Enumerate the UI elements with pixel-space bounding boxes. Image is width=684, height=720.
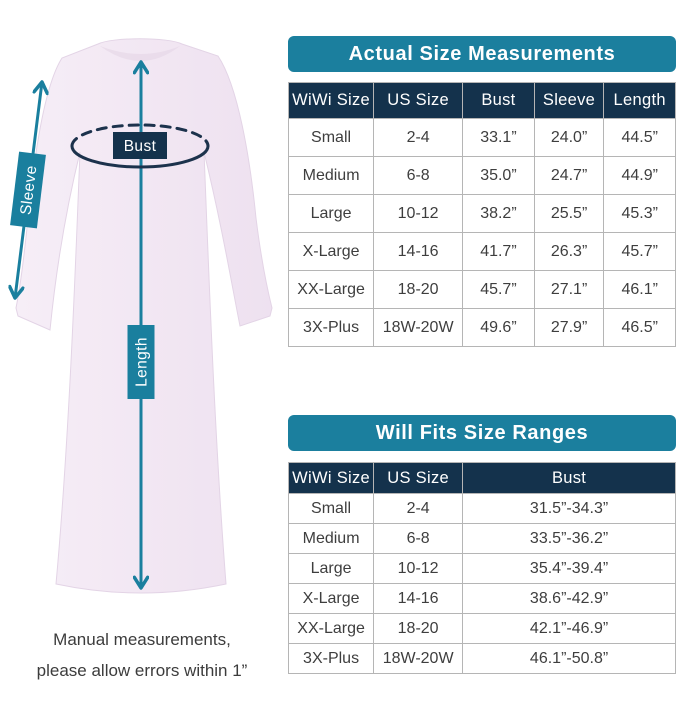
table-cell: 44.5” — [603, 118, 676, 157]
length-label: Length — [127, 325, 155, 399]
table-cell: 3X-Plus — [287, 308, 375, 347]
table-cell: 3X-Plus — [287, 643, 375, 674]
table-cell: 18W-20W — [373, 643, 464, 674]
table-cell: 27.9” — [533, 308, 605, 347]
table-cell: 33.1” — [462, 118, 535, 157]
table-cell: XX-Large — [287, 270, 375, 309]
actual-size-header-row: WiWi Size US Size Bust Sleeve Length — [287, 82, 676, 119]
neckline — [100, 46, 180, 61]
column-header: Bust — [462, 82, 535, 119]
measurement-note-line2: please allow errors within 1” — [36, 661, 248, 680]
table-cell: 18-20 — [373, 270, 464, 309]
nightgown-image — [15, 38, 273, 594]
column-header: Length — [603, 82, 676, 119]
column-header: WiWi Size — [287, 462, 375, 494]
table-row: 3X-Plus 18W-20W 46.1”-50.8” — [287, 643, 676, 674]
will-fit-body: Small 2-4 31.5”-34.3” Medium 6-8 33.5”-36.2” L… — [287, 493, 676, 674]
table-cell: Medium — [287, 523, 375, 554]
table-cell: Small — [287, 493, 375, 524]
table-cell: 26.3” — [533, 232, 605, 271]
table-cell: 44.9” — [603, 156, 676, 195]
table-cell: 38.2” — [462, 194, 535, 233]
table-cell: 35.0” — [462, 156, 535, 195]
actual-size-body: Small 2-4 33.1” 24.0” 44.5” Medium 6-8 35.0” 24.… — [287, 118, 676, 347]
svg-text:Length: Length — [134, 337, 151, 387]
table-row: XX-Large 18-20 45.7” 27.1” 46.1” — [287, 270, 676, 309]
table-cell: 45.7” — [603, 232, 676, 271]
actual-size-title: Actual Size Measurements — [288, 36, 676, 72]
column-header: US Size — [373, 82, 464, 119]
table-row: 3X-Plus 18W-20W 49.6” 27.9” 46.5” — [287, 308, 676, 347]
table-cell: 14-16 — [373, 232, 464, 271]
sleeve-label: Sleeve — [10, 151, 46, 229]
actual-size-table: WiWi Size US Size Bust Sleeve Length Small 2-… — [287, 82, 676, 347]
table-cell: Medium — [287, 156, 375, 195]
table-cell: 6-8 — [373, 523, 464, 554]
will-fit-table: WiWi Size US Size Bust Small 2-4 31.5”-34.3”… — [287, 462, 676, 674]
table-cell: 45.7” — [462, 270, 535, 309]
product-diagram: Bust Sleeve Length — [0, 38, 273, 594]
table-cell: 2-4 — [373, 118, 464, 157]
table-cell: 35.4”-39.4” — [462, 553, 676, 584]
table-cell: 38.6”-42.9” — [462, 583, 676, 614]
will-fit-title: Will Fits Size Ranges — [288, 415, 676, 451]
table-cell: 10-12 — [373, 194, 464, 233]
table-row: XX-Large 18-20 42.1”-46.9” — [287, 613, 676, 644]
table-row: X-Large 14-16 38.6”-42.9” — [287, 583, 676, 614]
bust-label: Bust — [113, 132, 167, 159]
table-row: Large 10-12 38.2” 25.5” 45.3” — [287, 194, 676, 233]
table-row: Small 2-4 31.5”-34.3” — [287, 493, 676, 524]
measurement-note: Manual measurements, please allow errors… — [0, 624, 284, 686]
table-cell: X-Large — [287, 583, 375, 614]
table-cell: 46.1”-50.8” — [462, 643, 676, 674]
table-cell: 6-8 — [373, 156, 464, 195]
table-row: Medium 6-8 33.5”-36.2” — [287, 523, 676, 554]
table-row: X-Large 14-16 41.7” 26.3” 45.7” — [287, 232, 676, 271]
column-header: Sleeve — [533, 82, 605, 119]
will-fit-header-row: WiWi Size US Size Bust — [287, 462, 676, 494]
table-row: Small 2-4 33.1” 24.0” 44.5” — [287, 118, 676, 157]
column-header: US Size — [373, 462, 464, 494]
table-cell: 33.5”-36.2” — [462, 523, 676, 554]
svg-text:Bust: Bust — [124, 138, 157, 155]
table-cell: 14-16 — [373, 583, 464, 614]
table-cell: 2-4 — [373, 493, 464, 524]
bust-ellipse-bottom — [70, 144, 210, 169]
table-cell: 18-20 — [373, 613, 464, 644]
table-cell: XX-Large — [287, 613, 375, 644]
table-cell: 49.6” — [462, 308, 535, 347]
table-cell: 41.7” — [462, 232, 535, 271]
table-cell: Large — [287, 553, 375, 584]
table-cell: 10-12 — [373, 553, 464, 584]
table-cell: Small — [287, 118, 375, 157]
table-cell: 25.5” — [533, 194, 605, 233]
table-cell: 42.1”-46.9” — [462, 613, 676, 644]
svg-text:Sleeve: Sleeve — [18, 164, 41, 215]
table-cell: 31.5”-34.3” — [462, 493, 676, 524]
table-cell: Large — [287, 194, 375, 233]
table-row: Medium 6-8 35.0” 24.7” 44.9” — [287, 156, 676, 195]
table-row: Large 10-12 35.4”-39.4” — [287, 553, 676, 584]
measurement-note-line1: Manual measurements, — [53, 630, 231, 649]
table-cell: 46.1” — [603, 270, 676, 309]
column-header: Bust — [462, 462, 676, 494]
table-cell: X-Large — [287, 232, 375, 271]
table-cell: 46.5” — [603, 308, 676, 347]
table-cell: 27.1” — [533, 270, 605, 309]
bust-ellipse — [70, 123, 210, 148]
table-cell: 24.0” — [533, 118, 605, 157]
table-cell: 18W-20W — [373, 308, 464, 347]
column-header: WiWi Size — [287, 82, 375, 119]
table-cell: 45.3” — [603, 194, 676, 233]
table-cell: 24.7” — [533, 156, 605, 195]
